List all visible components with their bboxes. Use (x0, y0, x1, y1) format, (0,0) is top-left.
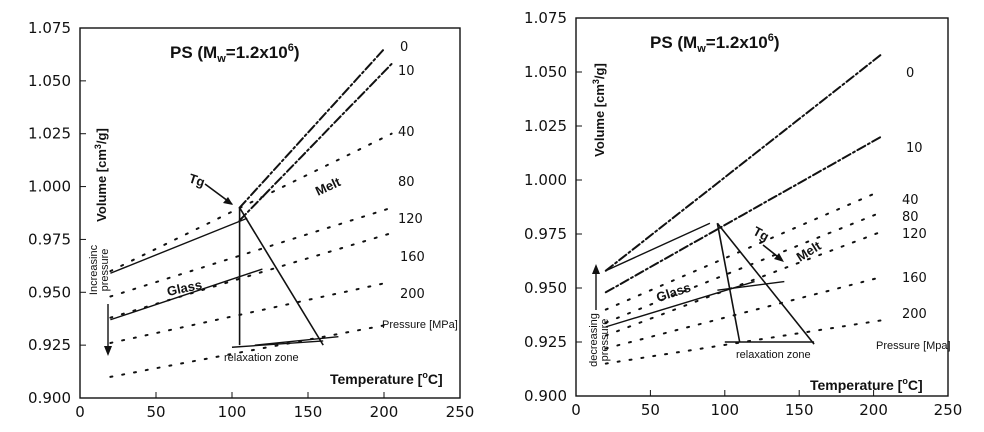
pressure-label-200: 200 (902, 307, 927, 322)
isobar-series-120 (604, 230, 882, 337)
pressure-label-80: 80 (398, 175, 415, 190)
y-axis-label-left: Volume [cm3/g] (93, 128, 109, 222)
chart-title-left: PS (Mw=1.2x106) (170, 42, 300, 65)
glass-fit-line (231, 340, 324, 348)
pressure-unit-label: Pressure [MPa] (382, 319, 458, 331)
x-tick-label: 200 (859, 401, 888, 419)
chart-right: 0 50 100 150 200 2500.9000.9250.9500.9751.000… (524, 9, 962, 419)
pressure-arrowhead-up (592, 264, 600, 274)
isobar-series-0 (604, 53, 882, 272)
y-tick-label: 0.900 (524, 387, 567, 405)
glass-label: Glass (654, 280, 692, 305)
pressure-label-80: 80 (902, 210, 919, 225)
pressure-label-40: 40 (902, 193, 919, 208)
glass-fit-line (110, 217, 248, 274)
glass-fit-line (254, 335, 339, 346)
x-tick-label: 0 (75, 403, 85, 421)
x-tick-label: 150 (294, 403, 323, 421)
y-tick-label: 1.075 (524, 9, 567, 27)
isobar-series-10 (238, 62, 393, 222)
isobar-series-160 (604, 276, 882, 350)
y-tick-label: 0.975 (524, 225, 567, 243)
pressure-label-160: 160 (902, 271, 927, 286)
y-tick-label: 1.050 (28, 72, 71, 90)
tg-label: Tg (187, 171, 207, 190)
relaxation-zone-label: relaxation zone (224, 352, 299, 364)
x-tick-label: 50 (641, 401, 660, 419)
tick-labels-left: 0 50 100 150 200 2500.9000.9250.9500.9751.000… (28, 19, 474, 421)
series-group-left (109, 48, 393, 378)
pressure-labels-left: 0 10 40 80 120 160 200 Pressure [MPa] (382, 40, 458, 331)
pressure-label-10: 10 (906, 141, 923, 156)
y-tick-label: 0.925 (28, 336, 71, 354)
increasing-pressure-label: Increasincpressure (88, 244, 111, 295)
x-tick-label: 0 (571, 401, 581, 419)
pressure-labels-right: 0 10 40 80 120 160 200 Pressure [Mpa] (876, 66, 951, 352)
x-tick-label: 100 (710, 401, 739, 419)
tg-arrowhead (223, 197, 233, 205)
y-tick-label: 1.050 (524, 63, 567, 81)
pressure-arrowhead-down (104, 346, 112, 356)
y-tick-label: 0.975 (28, 230, 71, 248)
relaxation-zone-label: relaxation zone (736, 349, 811, 361)
x-axis-label-left: Temperature [oC] (330, 370, 443, 387)
glass-fit-line (110, 268, 263, 321)
tg-label: Tg (751, 223, 772, 244)
glass-fit-line (717, 280, 785, 291)
x-tick-label: 250 (934, 401, 963, 419)
pressure-label-0: 0 (400, 40, 408, 55)
y-tick-label: 0.950 (524, 279, 567, 297)
plot-frame-right (575, 17, 949, 397)
y-tick-label: 1.075 (28, 19, 71, 37)
y-tick-label: 1.025 (28, 125, 71, 143)
isobar-series-80 (109, 206, 393, 298)
melt-label: Melt (794, 238, 825, 265)
pressure-label-200: 200 (400, 287, 425, 302)
glass-label: Glass (166, 277, 204, 299)
tg-boundary-line (238, 207, 324, 346)
y-tick-label: 0.900 (28, 389, 71, 407)
annotations-right: Tg Melt Glass relaxation zone decreasing… (588, 223, 824, 367)
isobar-series-200 (109, 323, 393, 378)
x-axis-label-right: Temperature [oC] (810, 376, 923, 393)
y-tick-label: 0.925 (524, 333, 567, 351)
plot-frame-left (79, 27, 461, 399)
isobar-series-10 (604, 135, 882, 294)
tg-boundary-line (716, 223, 741, 343)
pressure-label-120: 120 (902, 227, 927, 242)
y-axis-label-right: Volume [cm3/g] (591, 63, 607, 157)
x-tick-label: 200 (370, 403, 399, 421)
isobar-series-0 (238, 48, 385, 209)
chart-title-right: PS (Mw=1.2x106) (650, 32, 780, 55)
x-tick-label: 150 (785, 401, 814, 419)
tg-boundary-line (716, 222, 815, 345)
decreasing-pressure-label: decreasingpressure (588, 313, 611, 367)
pressure-label-40: 40 (398, 125, 415, 140)
tg-arrowhead (774, 253, 784, 262)
pressure-label-120: 120 (398, 212, 423, 227)
glass-fit-line (605, 222, 711, 272)
isobar-series-40 (604, 189, 882, 311)
pressure-unit-label: Pressure [Mpa] (876, 340, 951, 352)
x-tick-label: 100 (218, 403, 247, 421)
tick-labels-right: 0 50 100 150 200 2500.9000.9250.9500.9751.000… (524, 9, 962, 419)
isobar-series-80 (604, 211, 882, 324)
series-group-right (604, 53, 882, 365)
y-tick-label: 1.025 (524, 117, 567, 135)
x-tick-label: 50 (146, 403, 165, 421)
pressure-label-160: 160 (400, 250, 425, 265)
chart-left: 0 50 100 150 200 2500.9000.9250.9500.9751.000… (28, 19, 474, 421)
y-tick-label: 0.950 (28, 283, 71, 301)
pressure-label-0: 0 (906, 66, 914, 81)
pressure-label-10: 10 (398, 64, 415, 79)
melt-label: Melt (313, 174, 344, 199)
x-tick-label: 250 (446, 403, 475, 421)
isobar-series-40 (109, 132, 393, 273)
isobar-series-160 (109, 280, 393, 344)
y-tick-label: 1.000 (28, 178, 71, 196)
y-tick-label: 1.000 (524, 171, 567, 189)
